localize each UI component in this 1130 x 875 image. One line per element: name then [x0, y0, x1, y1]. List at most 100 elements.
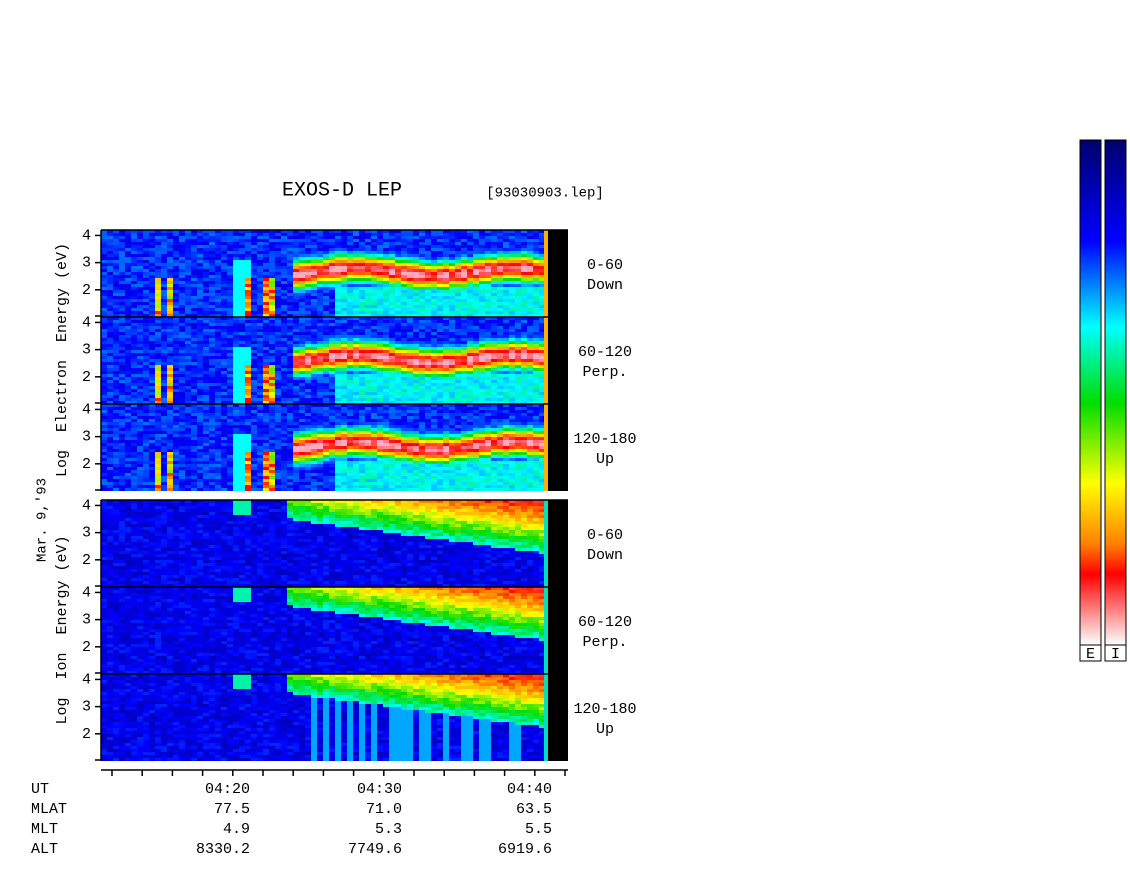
- spectrogram-cell: [107, 272, 113, 275]
- spectrogram-cell: [119, 401, 125, 404]
- spectrogram-cell: [491, 386, 497, 389]
- spectrogram-cell: [275, 386, 281, 389]
- spectrogram-cell: [107, 413, 113, 416]
- spectrogram-cell: [341, 266, 347, 269]
- spectrogram-cell: [221, 440, 227, 443]
- spectrogram-cell: [197, 434, 203, 437]
- spectrogram-cell: [395, 335, 401, 338]
- spectrogram-cell: [101, 413, 107, 416]
- spectrogram-cell: [521, 233, 527, 236]
- spectrogram-cell: [431, 344, 437, 347]
- spectrogram-cell: [173, 332, 179, 335]
- spectrogram-cell: [239, 239, 245, 242]
- spectrogram-cell: [479, 293, 485, 296]
- spectrogram-cell: [281, 320, 287, 323]
- spectrogram-cell: [167, 488, 173, 491]
- spectrogram-cell: [467, 377, 473, 380]
- spectrogram-cell: [263, 347, 269, 350]
- spectrogram-cell: [407, 359, 413, 362]
- spectrogram-cell: [149, 482, 155, 485]
- spectrogram-cell: [539, 230, 545, 233]
- spectrogram-cell: [503, 374, 509, 377]
- spectrogram-cell: [161, 482, 167, 485]
- spectrogram-cell: [509, 323, 515, 326]
- spectrogram-cell: [377, 245, 383, 248]
- spectrogram-cell: [515, 284, 521, 287]
- spectrogram-cell: [227, 305, 233, 308]
- spectrogram-cell: [167, 482, 173, 485]
- spectrogram-cell: [137, 278, 143, 281]
- spectrogram-cell: [371, 299, 377, 302]
- spectrogram-cell: [467, 389, 473, 392]
- spectrogram-cell: [287, 230, 293, 233]
- spectrogram-cell: [407, 242, 413, 245]
- spectrogram-cell: [335, 353, 341, 356]
- spectrogram-cell: [167, 458, 173, 461]
- spectrogram-cell: [287, 323, 293, 326]
- spectrogram-cell: [401, 398, 407, 401]
- spectrogram-cell: [395, 371, 401, 374]
- spectrogram-cell: [227, 398, 233, 401]
- spectrogram-cell: [389, 389, 395, 392]
- spectrogram-cell: [227, 254, 233, 257]
- spectrogram-cell: [245, 293, 251, 296]
- spectrogram-cell: [107, 275, 113, 278]
- spectrogram-cell: [317, 380, 323, 383]
- spectrogram-cell: [449, 380, 455, 383]
- spectrogram-cell: [197, 311, 203, 314]
- spectrogram-cell: [137, 452, 143, 455]
- spectrogram-cell: [269, 278, 275, 281]
- spectrogram-cell: [443, 251, 449, 254]
- spectrogram-cell: [179, 431, 185, 434]
- spectrogram-cell: [533, 353, 539, 356]
- spectrogram-cell: [125, 287, 131, 290]
- spectrogram-cell: [239, 359, 245, 362]
- spectrogram-cell: [515, 248, 521, 251]
- spectrogram-cell: [347, 314, 353, 317]
- spectrogram-cell: [287, 335, 293, 338]
- spectrogram-cell: [263, 305, 269, 308]
- spectrogram-cell: [299, 392, 305, 395]
- spectrogram-cell: [179, 236, 185, 239]
- spectrogram-cell: [425, 320, 431, 323]
- spectrogram-cell: [161, 269, 167, 272]
- spectrogram-cell: [281, 365, 287, 368]
- spectrogram-cell: [365, 356, 371, 359]
- spectrogram-cell: [413, 293, 419, 296]
- spectrogram-cell: [125, 458, 131, 461]
- spectrogram-cell: [161, 437, 167, 440]
- spectrogram-cell: [161, 350, 167, 353]
- spectrogram-cell: [401, 341, 407, 344]
- spectrogram-cell: [197, 395, 203, 398]
- spectrogram-cell: [221, 266, 227, 269]
- spectrogram-cell: [203, 293, 209, 296]
- spectrogram-cell: [173, 254, 179, 257]
- spectrogram-cell: [461, 377, 467, 380]
- spectrogram-cell: [215, 350, 221, 353]
- spectrogram-cell: [275, 392, 281, 395]
- spectrogram-cell: [311, 248, 317, 251]
- spectrogram-cell: [269, 305, 275, 308]
- spectrogram-cell: [305, 248, 311, 251]
- spectrogram-cell: [401, 272, 407, 275]
- spectrogram-cell: [281, 266, 287, 269]
- spectrogram-cell: [347, 392, 353, 395]
- spectrogram-cell: [521, 395, 527, 398]
- spectrogram-cell: [521, 347, 527, 350]
- spectrogram-cell: [227, 434, 233, 437]
- spectrogram-cell: [203, 380, 209, 383]
- spectrogram-cell: [149, 422, 155, 425]
- spectrogram-cell: [515, 287, 521, 290]
- spectrogram-cell: [497, 344, 503, 347]
- spectrogram-cell: [323, 284, 329, 287]
- spectrogram-cell: [161, 320, 167, 323]
- spectrogram-cell: [215, 455, 221, 458]
- spectrogram-cell: [323, 377, 329, 380]
- spectrogram-cell: [125, 290, 131, 293]
- spectrogram-cell: [215, 389, 221, 392]
- spectrogram-cell: [167, 362, 173, 365]
- spectrogram-cell: [185, 464, 191, 467]
- spectrogram-cell: [509, 344, 515, 347]
- spectrogram-cell: [437, 326, 443, 329]
- spectrogram-cell: [377, 239, 383, 242]
